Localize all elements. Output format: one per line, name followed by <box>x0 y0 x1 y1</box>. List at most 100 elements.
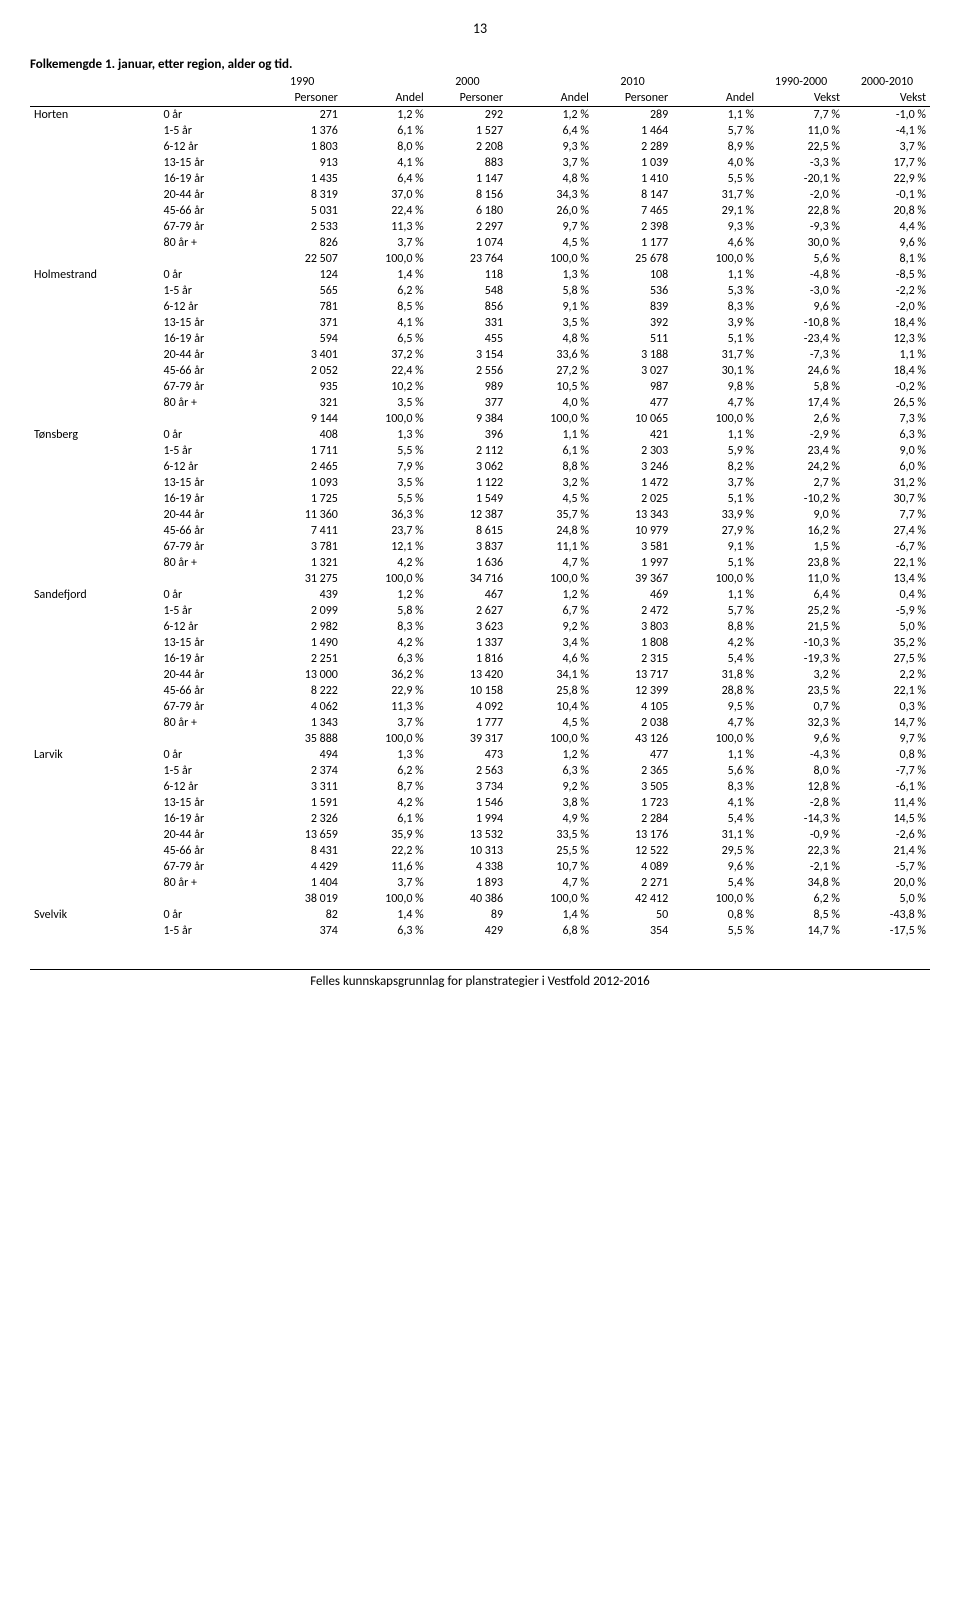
data-cell: 8,5 % <box>342 299 428 315</box>
data-cell: 8,7 % <box>342 779 428 795</box>
region-cell <box>30 379 160 395</box>
data-cell: 455 <box>428 331 507 347</box>
data-cell: 2 563 <box>428 763 507 779</box>
data-cell: -10,3 % <box>758 635 844 651</box>
age-cell: 13-15 år <box>160 795 263 811</box>
age-cell: 13-15 år <box>160 155 263 171</box>
data-cell: 9,3 % <box>672 219 758 235</box>
table-row: 22 507100,0 %23 764100,0 %25 678100,0 %5… <box>30 251 930 267</box>
data-cell: 4,5 % <box>507 491 593 507</box>
data-cell: -2,9 % <box>758 427 844 443</box>
data-cell: 34,1 % <box>507 667 593 683</box>
data-cell: 5,4 % <box>672 811 758 827</box>
data-cell: 5,5 % <box>342 443 428 459</box>
data-cell: 3 803 <box>593 619 672 635</box>
data-cell: 2 472 <box>593 603 672 619</box>
data-cell: 35,2 % <box>844 635 930 651</box>
data-cell: 6,7 % <box>507 603 593 619</box>
region-cell <box>30 683 160 699</box>
data-cell: 20,0 % <box>844 875 930 891</box>
data-cell: 1,1 % <box>507 427 593 443</box>
data-cell: -9,3 % <box>758 219 844 235</box>
data-cell: 16,2 % <box>758 523 844 539</box>
data-cell: 0,3 % <box>844 699 930 715</box>
header-cell <box>30 74 160 90</box>
data-cell: 100,0 % <box>672 891 758 907</box>
age-cell: 80 år + <box>160 875 263 891</box>
region-cell <box>30 363 160 379</box>
data-cell: 9,6 % <box>758 731 844 747</box>
table-row: 6-12 år2 4657,9 %3 0628,8 %3 2468,2 %24,… <box>30 459 930 475</box>
data-cell: 33,9 % <box>672 507 758 523</box>
data-cell: 36,3 % <box>342 507 428 523</box>
data-cell: 11,0 % <box>758 571 844 587</box>
data-cell: 5,4 % <box>672 651 758 667</box>
age-cell: 45-66 år <box>160 203 263 219</box>
data-cell: 5 031 <box>263 203 342 219</box>
age-cell: 20-44 år <box>160 187 263 203</box>
table-row: 16-19 år2 3266,1 %1 9944,9 %2 2845,4 %-1… <box>30 811 930 827</box>
data-cell: 429 <box>428 923 507 939</box>
data-cell: 2 465 <box>263 459 342 475</box>
data-cell: 3,7 % <box>342 235 428 251</box>
data-cell: 31,1 % <box>672 827 758 843</box>
data-cell: 1 803 <box>263 139 342 155</box>
data-cell: -4,1 % <box>844 123 930 139</box>
data-cell: 7,7 % <box>844 507 930 523</box>
data-cell: 34,8 % <box>758 875 844 891</box>
data-cell: 9,1 % <box>672 539 758 555</box>
data-cell: 6,0 % <box>844 459 930 475</box>
data-cell: -1,0 % <box>844 107 930 124</box>
data-cell: 3,8 % <box>507 795 593 811</box>
data-cell: 0,4 % <box>844 587 930 603</box>
region-cell <box>30 347 160 363</box>
region-cell <box>30 859 160 875</box>
data-cell: 3,7 % <box>844 139 930 155</box>
age-cell: 16-19 år <box>160 171 263 187</box>
data-cell: 8,3 % <box>672 779 758 795</box>
data-cell: 2 289 <box>593 139 672 155</box>
data-cell: 1 546 <box>428 795 507 811</box>
data-cell: 9,6 % <box>844 235 930 251</box>
data-cell: 1,1 % <box>672 747 758 763</box>
data-cell: 9,2 % <box>507 619 593 635</box>
data-cell: 10,5 % <box>507 379 593 395</box>
age-cell: 6-12 år <box>160 459 263 475</box>
data-cell: 377 <box>428 395 507 411</box>
table-row: 6-12 år7818,5 %8569,1 %8398,3 %9,6 %-2,0… <box>30 299 930 315</box>
data-cell: 5,8 % <box>507 283 593 299</box>
age-cell: 67-79 år <box>160 379 263 395</box>
data-cell: 1,4 % <box>342 907 428 923</box>
data-cell: 1 490 <box>263 635 342 651</box>
region-cell <box>30 283 160 299</box>
table-row: 13-15 år3714,1 %3313,5 %3923,9 %-10,8 %1… <box>30 315 930 331</box>
region-cell: Svelvik <box>30 907 160 923</box>
table-row: 35 888100,0 %39 317100,0 %43 126100,0 %9… <box>30 731 930 747</box>
data-cell: 1 337 <box>428 635 507 651</box>
data-cell: 594 <box>263 331 342 347</box>
data-cell: 23 764 <box>428 251 507 267</box>
header-cell <box>160 74 263 90</box>
data-cell: 22,2 % <box>342 843 428 859</box>
data-cell: 100,0 % <box>342 251 428 267</box>
data-cell: 421 <box>593 427 672 443</box>
header-cell <box>342 74 428 90</box>
data-cell: 42 412 <box>593 891 672 907</box>
data-cell: 18,4 % <box>844 363 930 379</box>
data-cell: 6,3 % <box>844 427 930 443</box>
data-cell: 11 360 <box>263 507 342 523</box>
data-cell: 5,6 % <box>672 763 758 779</box>
data-cell: 2,2 % <box>844 667 930 683</box>
header-cell: 2010 <box>593 74 672 90</box>
data-cell: -23,4 % <box>758 331 844 347</box>
data-cell: 10 065 <box>593 411 672 427</box>
data-cell: 1 591 <box>263 795 342 811</box>
data-cell: 4,2 % <box>342 555 428 571</box>
data-cell: 2 297 <box>428 219 507 235</box>
data-cell: 10 313 <box>428 843 507 859</box>
data-cell: 10,4 % <box>507 699 593 715</box>
data-cell: 35,9 % <box>342 827 428 843</box>
data-cell: 8,3 % <box>672 299 758 315</box>
region-cell <box>30 411 160 427</box>
data-cell: 7,7 % <box>758 107 844 124</box>
